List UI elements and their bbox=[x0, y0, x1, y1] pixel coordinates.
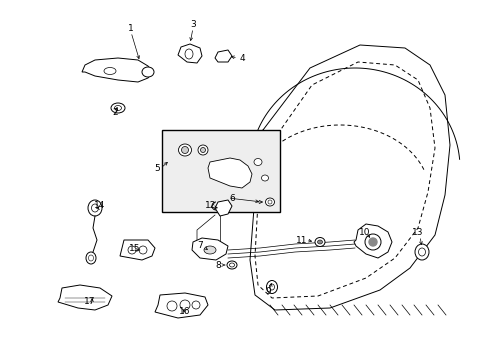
Ellipse shape bbox=[317, 240, 322, 244]
Ellipse shape bbox=[198, 145, 207, 155]
Ellipse shape bbox=[253, 158, 262, 166]
Ellipse shape bbox=[200, 148, 205, 153]
Ellipse shape bbox=[88, 200, 102, 216]
Ellipse shape bbox=[267, 200, 271, 204]
Ellipse shape bbox=[184, 49, 193, 59]
Text: 9: 9 bbox=[264, 288, 270, 297]
Ellipse shape bbox=[104, 68, 116, 75]
Ellipse shape bbox=[88, 255, 93, 261]
Ellipse shape bbox=[226, 261, 237, 269]
Ellipse shape bbox=[265, 198, 274, 206]
Circle shape bbox=[167, 301, 177, 311]
Ellipse shape bbox=[91, 204, 98, 212]
Text: 6: 6 bbox=[229, 194, 234, 202]
Ellipse shape bbox=[269, 284, 274, 290]
Text: 17: 17 bbox=[84, 297, 96, 306]
Polygon shape bbox=[178, 44, 202, 63]
Ellipse shape bbox=[114, 105, 121, 111]
Text: 16: 16 bbox=[179, 307, 190, 316]
Polygon shape bbox=[82, 58, 152, 82]
Text: 2: 2 bbox=[112, 108, 118, 117]
Ellipse shape bbox=[418, 248, 425, 256]
Polygon shape bbox=[58, 285, 112, 310]
Polygon shape bbox=[215, 200, 231, 216]
Text: 3: 3 bbox=[190, 19, 196, 28]
Text: 7: 7 bbox=[197, 240, 203, 249]
Circle shape bbox=[180, 300, 190, 310]
Text: 5: 5 bbox=[154, 163, 160, 172]
Text: 13: 13 bbox=[411, 228, 423, 237]
Circle shape bbox=[368, 238, 376, 246]
Text: 15: 15 bbox=[129, 243, 141, 252]
Polygon shape bbox=[155, 293, 207, 318]
Circle shape bbox=[139, 246, 147, 254]
Text: 8: 8 bbox=[215, 261, 221, 270]
Ellipse shape bbox=[111, 103, 125, 113]
Text: 10: 10 bbox=[359, 228, 370, 237]
Circle shape bbox=[128, 246, 136, 254]
Circle shape bbox=[364, 234, 380, 250]
Text: 11: 11 bbox=[296, 235, 307, 244]
Ellipse shape bbox=[142, 67, 154, 77]
Bar bbox=[162, 130, 280, 212]
Text: 12: 12 bbox=[205, 201, 216, 210]
Text: 4: 4 bbox=[239, 54, 244, 63]
Ellipse shape bbox=[229, 263, 234, 267]
Circle shape bbox=[192, 301, 200, 309]
Ellipse shape bbox=[414, 244, 428, 260]
Ellipse shape bbox=[181, 147, 188, 153]
Polygon shape bbox=[215, 50, 231, 62]
Polygon shape bbox=[192, 238, 227, 260]
Ellipse shape bbox=[178, 144, 191, 156]
Ellipse shape bbox=[203, 246, 216, 254]
Ellipse shape bbox=[86, 252, 96, 264]
Ellipse shape bbox=[314, 238, 325, 247]
Text: 14: 14 bbox=[94, 201, 105, 210]
Text: 1: 1 bbox=[128, 23, 134, 32]
Ellipse shape bbox=[266, 280, 277, 293]
Polygon shape bbox=[353, 224, 391, 258]
Ellipse shape bbox=[261, 175, 268, 181]
Polygon shape bbox=[207, 158, 251, 188]
Polygon shape bbox=[120, 240, 155, 260]
